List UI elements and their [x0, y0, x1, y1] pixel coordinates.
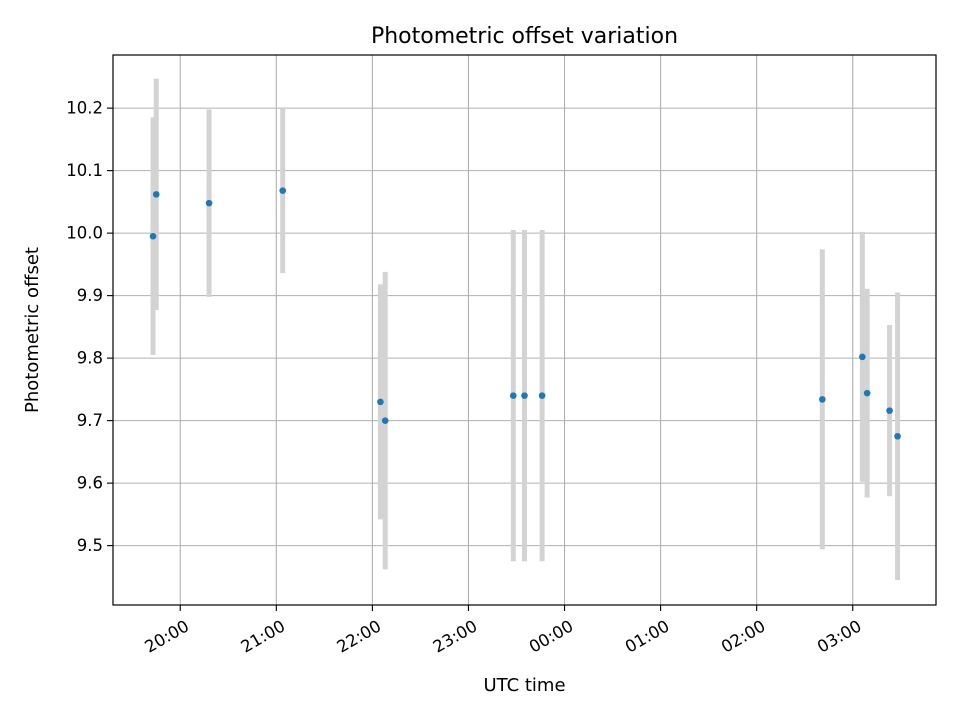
- x-axis-label: UTC time: [483, 675, 565, 696]
- y-tick-label: 9.7: [77, 411, 103, 430]
- plot-area: [112, 54, 937, 606]
- data-point: [521, 392, 528, 399]
- data-point: [819, 396, 826, 403]
- data-point: [152, 191, 160, 198]
- y-tick-label: 9.6: [77, 474, 103, 493]
- y-tick-label: 10.1: [66, 161, 103, 180]
- data-point: [205, 199, 213, 207]
- data-point: [381, 417, 389, 424]
- plot-frame: [112, 54, 937, 606]
- chart-title: Photometric offset variation: [371, 24, 678, 49]
- data-point: [863, 389, 871, 397]
- y-tick-label: 10.0: [66, 224, 103, 243]
- data-point: [894, 432, 901, 440]
- data-point: [859, 353, 866, 361]
- y-tick-label: 9.5: [77, 536, 103, 555]
- data-point: [377, 398, 384, 406]
- data-point: [886, 407, 893, 414]
- y-tick-label: 9.8: [77, 349, 103, 368]
- y-axis-label: Photometric offset: [22, 247, 43, 413]
- data-point: [149, 232, 157, 240]
- y-tick-label: 9.9: [77, 286, 103, 305]
- y-axis: 9.5 9.6 9.7 9.8 9.9 10.0 10.1 10.2: [66, 99, 113, 555]
- data-point: [279, 187, 287, 194]
- data-markers: [149, 187, 901, 440]
- y-tick-label: 10.2: [66, 99, 103, 118]
- data-point: [538, 392, 546, 399]
- data-point: [509, 392, 517, 399]
